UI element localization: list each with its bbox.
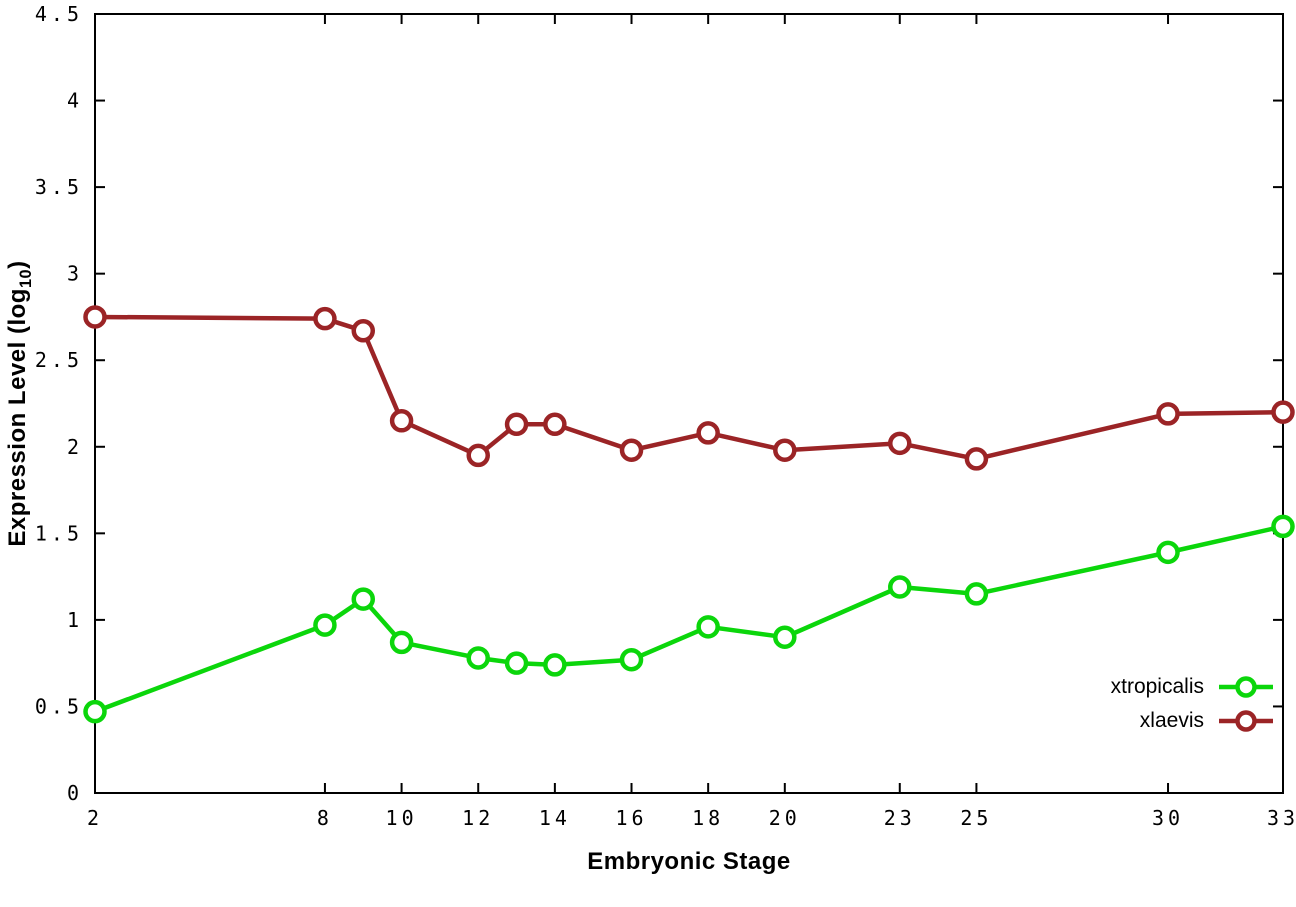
data-point-xtropicalis (351, 587, 376, 611)
x-tick-label: 8 (317, 806, 333, 830)
data-point-xlaevis (773, 438, 797, 462)
data-point-xtropicalis (696, 615, 720, 639)
data-point-xtropicalis (773, 625, 797, 649)
data-point-xtropicalis (504, 651, 529, 675)
y-tick-label: 4 (67, 89, 83, 113)
x-tick-label: 20 (769, 806, 801, 830)
legend-marker (1235, 676, 1257, 698)
series-line-xtropicalis (92, 524, 1286, 714)
data-point-xlaevis (964, 447, 989, 471)
data-point-xlaevis (1156, 402, 1180, 426)
x-tick-label: 18 (692, 806, 724, 830)
data-point-xtropicalis (389, 630, 414, 655)
y-tick-label: 0.5 (35, 694, 83, 718)
x-tick-label: 33 (1267, 806, 1296, 830)
data-point-xtropicalis (888, 575, 912, 599)
x-tick-label: 25 (960, 806, 992, 830)
data-point-xlaevis (466, 443, 490, 468)
legend-item-xtropicalis: xtropicalis (1111, 674, 1276, 700)
legend: xtropicalis xlaevis (1111, 674, 1276, 734)
legend-marker (1235, 710, 1257, 732)
y-tick-label: 1.5 (35, 521, 83, 545)
x-tick-label: 2 (87, 806, 103, 830)
data-point-xlaevis (389, 409, 414, 433)
data-point-xlaevis (888, 431, 912, 456)
data-point-xlaevis (619, 438, 644, 462)
y-axis-label-suffix: ) (4, 260, 31, 269)
x-tick-label: 23 (884, 806, 916, 830)
x-tick-label: 12 (462, 806, 494, 830)
plot-border (94, 13, 1284, 794)
data-point-xtropicalis (1156, 540, 1180, 565)
legend-sample-icon (1219, 676, 1273, 698)
y-axis-label-subscript: 10 (16, 268, 35, 289)
y-tick-label: 1 (67, 608, 83, 632)
y-tick-label: 3 (67, 262, 83, 286)
x-axis-label: Embryonic Stage (587, 848, 791, 875)
y-axis-label: Expression Level (log10) (4, 14, 36, 793)
data-point-xlaevis (83, 305, 107, 329)
x-tick-label: 10 (386, 806, 418, 830)
legend-label-xtropicalis: xtropicalis (1110, 675, 1204, 698)
legend-label-xlaevis: xlaevis (1139, 709, 1204, 732)
data-point-xtropicalis (83, 699, 107, 724)
data-point-xlaevis (313, 306, 337, 331)
data-point-xtropicalis (619, 647, 644, 672)
y-tick-label: 3.5 (35, 175, 83, 199)
x-tick-label: 14 (539, 806, 571, 830)
x-tick-label: 16 (615, 806, 647, 830)
y-axis-label-text: Expression Level (log (4, 288, 31, 547)
legend-item-xlaevis: xlaevis (1140, 708, 1276, 734)
y-tick-label: 4.5 (35, 2, 83, 26)
data-point-xlaevis (1271, 400, 1295, 424)
y-tick-label: 2.5 (35, 348, 83, 372)
data-point-xlaevis (351, 319, 376, 343)
data-point-xtropicalis (466, 646, 490, 670)
data-point-xlaevis (543, 412, 567, 437)
data-point-xtropicalis (543, 653, 567, 677)
data-point-xtropicalis (313, 613, 337, 637)
data-point-xlaevis (504, 412, 529, 437)
legend-sample-icon (1219, 710, 1273, 732)
y-tick-label: 2 (67, 435, 83, 459)
data-point-xlaevis (696, 421, 720, 445)
data-point-xtropicalis (1271, 514, 1295, 539)
data-point-xtropicalis (964, 582, 989, 606)
x-tick-label: 30 (1152, 806, 1184, 830)
y-tick-label: 0 (67, 781, 83, 805)
series-line-xlaevis (92, 314, 1286, 462)
